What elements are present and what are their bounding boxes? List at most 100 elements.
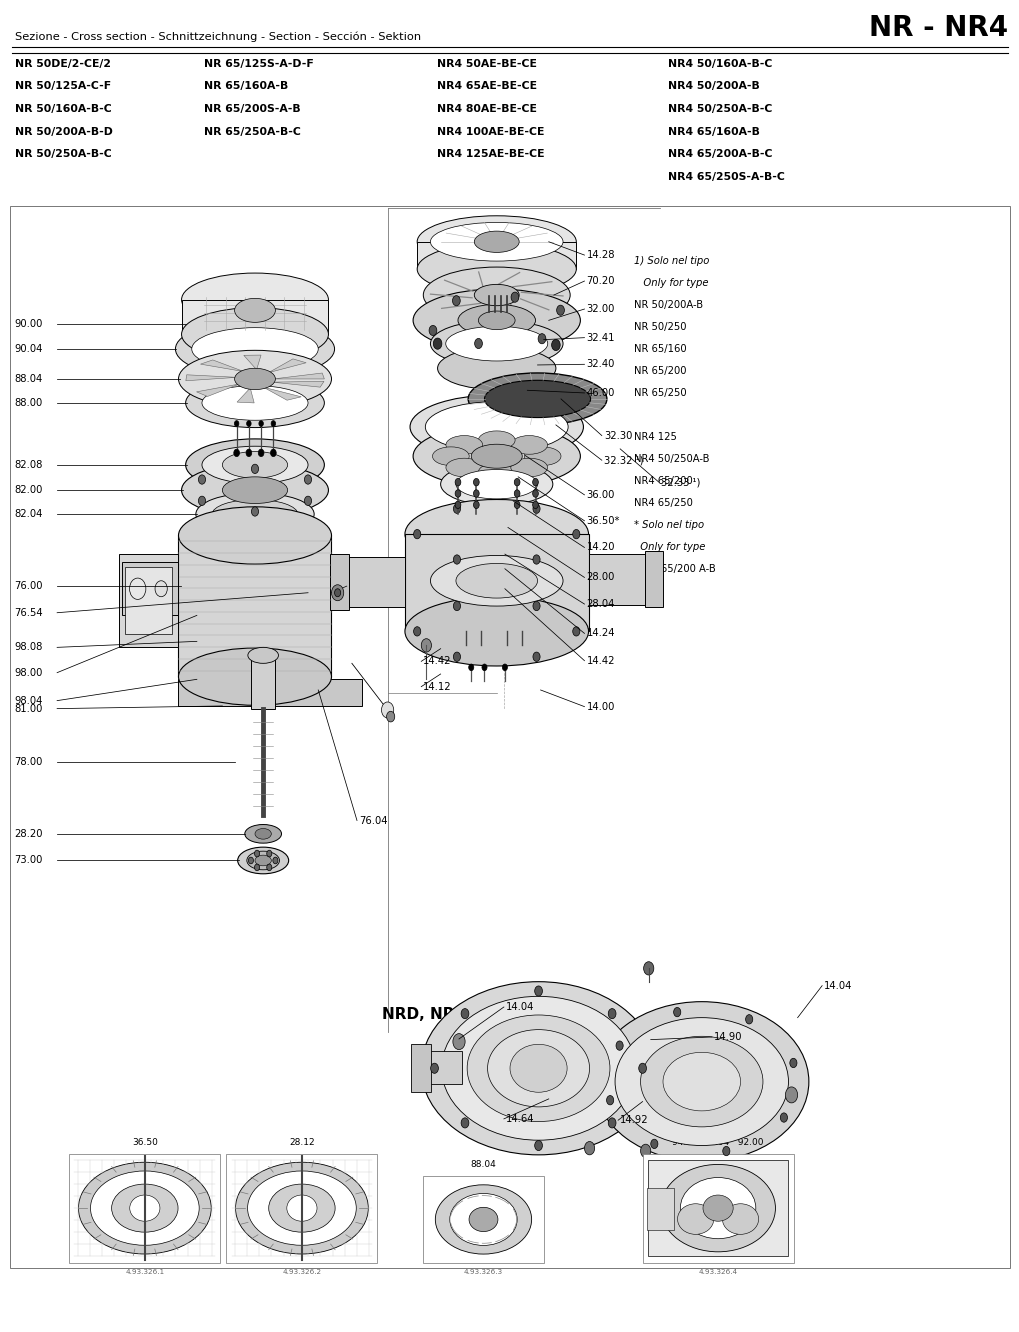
Circle shape xyxy=(532,501,538,509)
Text: 28.20: 28.20 xyxy=(14,829,43,839)
Ellipse shape xyxy=(413,289,580,352)
Text: 32.33 ¹): 32.33 ¹) xyxy=(660,477,700,488)
Circle shape xyxy=(386,711,394,722)
Text: NR4 125: NR4 125 xyxy=(634,432,677,442)
Polygon shape xyxy=(273,373,324,378)
Ellipse shape xyxy=(255,855,271,866)
Text: 14.04: 14.04 xyxy=(823,980,852,991)
Text: 14.12: 14.12 xyxy=(423,682,451,691)
Text: NR 65/200S-A-B: NR 65/200S-A-B xyxy=(204,104,301,115)
Text: NR 50/125A-C-F: NR 50/125A-C-F xyxy=(15,81,111,92)
Ellipse shape xyxy=(178,649,331,706)
Ellipse shape xyxy=(425,402,568,453)
Text: 70.20: 70.20 xyxy=(586,276,614,286)
Circle shape xyxy=(745,1015,752,1024)
Text: NR 50/250A-B-C: NR 50/250A-B-C xyxy=(15,149,112,160)
Text: 90.00: 90.00 xyxy=(14,318,43,329)
Text: NR 65/160: NR 65/160 xyxy=(634,344,687,354)
Ellipse shape xyxy=(185,378,324,428)
Ellipse shape xyxy=(413,425,580,488)
Ellipse shape xyxy=(423,266,570,324)
Circle shape xyxy=(532,490,538,497)
Circle shape xyxy=(452,296,460,306)
Bar xyxy=(405,534,588,631)
Circle shape xyxy=(511,292,519,302)
Text: 36.00: 36.00 xyxy=(586,490,614,500)
Text: 14.04: 14.04 xyxy=(505,1002,534,1012)
Ellipse shape xyxy=(455,469,537,500)
Polygon shape xyxy=(236,388,254,402)
Circle shape xyxy=(482,663,487,671)
Ellipse shape xyxy=(255,829,271,839)
Text: 4.93.326.1: 4.93.326.1 xyxy=(125,1269,164,1276)
Text: NR4 65/200A-B-C: NR4 65/200A-B-C xyxy=(667,149,771,160)
Ellipse shape xyxy=(268,1184,335,1232)
Circle shape xyxy=(331,585,343,601)
Text: 36.50*: 36.50* xyxy=(586,515,620,526)
Ellipse shape xyxy=(421,982,655,1155)
Circle shape xyxy=(722,1147,730,1156)
Circle shape xyxy=(650,1139,657,1148)
Ellipse shape xyxy=(455,563,537,598)
Ellipse shape xyxy=(441,996,635,1140)
Ellipse shape xyxy=(437,346,555,389)
Ellipse shape xyxy=(234,298,275,322)
Ellipse shape xyxy=(594,1002,808,1162)
Ellipse shape xyxy=(245,825,281,843)
Ellipse shape xyxy=(202,386,308,421)
Text: 32.41: 32.41 xyxy=(586,333,614,342)
Circle shape xyxy=(246,449,252,457)
Circle shape xyxy=(129,578,146,599)
Ellipse shape xyxy=(185,438,324,490)
Circle shape xyxy=(199,474,206,485)
Bar xyxy=(178,679,362,706)
Circle shape xyxy=(155,581,167,597)
Bar xyxy=(348,557,405,607)
Ellipse shape xyxy=(192,328,318,370)
Ellipse shape xyxy=(111,1184,178,1232)
Circle shape xyxy=(429,325,436,336)
Ellipse shape xyxy=(405,597,588,666)
Circle shape xyxy=(538,333,545,344)
Bar xyxy=(122,562,178,615)
Polygon shape xyxy=(268,358,306,373)
Ellipse shape xyxy=(417,216,576,268)
Circle shape xyxy=(673,1007,680,1016)
Circle shape xyxy=(572,530,579,539)
Ellipse shape xyxy=(196,493,314,535)
Bar xyxy=(417,241,576,269)
Bar xyxy=(642,1154,793,1263)
Circle shape xyxy=(452,1034,465,1050)
Text: NR4 65/160A-B: NR4 65/160A-B xyxy=(667,127,759,137)
Circle shape xyxy=(461,1118,469,1128)
Text: NR 65/250A-B-C: NR 65/250A-B-C xyxy=(204,127,301,137)
Text: NR4 50/250A-B-C: NR4 50/250A-B-C xyxy=(667,104,771,115)
Polygon shape xyxy=(244,356,261,370)
Circle shape xyxy=(584,1142,594,1155)
Text: 98.08: 98.08 xyxy=(14,642,43,653)
Circle shape xyxy=(640,1144,650,1158)
Circle shape xyxy=(532,601,540,610)
Circle shape xyxy=(258,449,264,457)
Circle shape xyxy=(454,478,461,486)
Ellipse shape xyxy=(430,321,562,368)
Text: 28.04: 28.04 xyxy=(586,599,614,609)
Polygon shape xyxy=(197,384,239,397)
Ellipse shape xyxy=(286,1195,317,1221)
Circle shape xyxy=(233,449,239,457)
Polygon shape xyxy=(201,360,244,372)
Text: 82.00: 82.00 xyxy=(14,485,43,496)
Ellipse shape xyxy=(410,396,583,458)
Text: 82.08: 82.08 xyxy=(14,460,43,470)
Circle shape xyxy=(452,601,461,610)
Text: 14.42: 14.42 xyxy=(586,655,614,666)
Circle shape xyxy=(514,501,520,509)
Text: 81.00: 81.00 xyxy=(14,703,43,714)
Text: 46.00: 46.00 xyxy=(586,388,614,398)
Text: 28.12: 28.12 xyxy=(288,1138,315,1147)
Circle shape xyxy=(532,478,538,486)
Bar xyxy=(646,1188,674,1229)
Polygon shape xyxy=(185,374,236,381)
Text: NR4 50/160A-B-C: NR4 50/160A-B-C xyxy=(667,59,771,69)
Circle shape xyxy=(430,1063,438,1074)
